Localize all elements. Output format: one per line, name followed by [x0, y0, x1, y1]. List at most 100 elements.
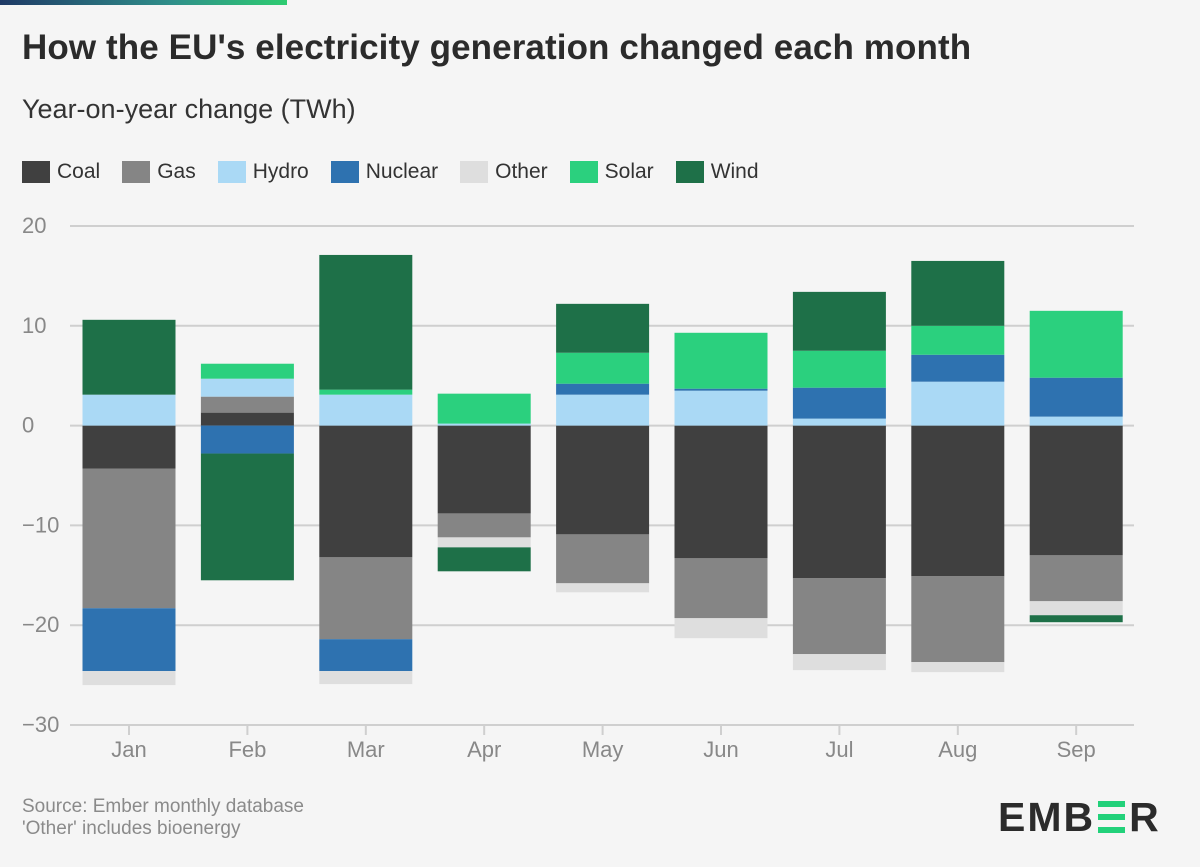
source-note: Source: Ember monthly database 'Other' i… — [22, 796, 304, 840]
bar-apr-solar — [437, 393, 531, 424]
legend-item-solar: Solar — [569, 160, 654, 184]
bar-jun-nuclear — [674, 388, 768, 391]
logo-text-left: EMB — [998, 793, 1096, 840]
x-tick-label: Aug — [938, 737, 977, 762]
legend-item-gas: Gas — [122, 160, 196, 184]
bar-jul-other — [792, 654, 886, 671]
top-accent-bar — [0, 0, 287, 5]
bar-sep-solar — [1029, 310, 1123, 378]
bar-apr-other — [437, 537, 531, 548]
bar-aug-coal — [911, 425, 1005, 577]
bar-jan-nuclear — [82, 608, 176, 672]
ember-logo: EMB R — [998, 794, 1161, 840]
bar-jun-coal — [674, 425, 768, 559]
legend-label-gas: Gas — [157, 160, 196, 183]
bar-mar-gas — [319, 557, 413, 640]
legend-swatch-hydro — [217, 161, 246, 183]
source-line-2: 'Other' includes bioenergy — [22, 818, 241, 839]
bar-aug-other — [911, 662, 1005, 673]
chart-plot: 20 10 0 −10 −20 −30 Jan Feb Mar Apr May Jun Jul Aug Se… — [22, 213, 1134, 762]
bar-jan-gas — [82, 468, 176, 609]
y-tick-label: −30 — [22, 712, 59, 737]
legend-label-coal: Coal — [57, 160, 101, 183]
bar-jan-other — [82, 671, 176, 686]
x-tick-label: Jan — [111, 737, 146, 762]
bar-jul-nuclear — [792, 387, 886, 419]
y-tick-label: −10 — [22, 512, 59, 537]
bar-may-solar — [556, 352, 650, 384]
y-tick-label: −20 — [22, 612, 59, 637]
x-tick-label: Feb — [228, 737, 266, 762]
x-tick-label: Jun — [703, 737, 738, 762]
legend-label-solar: Solar — [604, 160, 654, 183]
bar-mar-nuclear — [319, 639, 413, 672]
bar-jul-coal — [792, 425, 886, 579]
bar-apr-wind — [437, 547, 531, 572]
bar-feb-gas — [200, 396, 294, 413]
bar-sep-wind — [1029, 615, 1123, 623]
bar-jun-other — [674, 618, 768, 639]
bar-apr-gas — [437, 513, 531, 538]
legend-item-nuclear: Nuclear — [330, 160, 439, 184]
bar-may-hydro — [556, 394, 650, 426]
chart-title: How the EU's electricity generation chan… — [22, 28, 972, 67]
bar-jun-solar — [674, 332, 768, 389]
logo-e-mark-icon — [1098, 801, 1126, 833]
bar-jul-gas — [792, 578, 886, 655]
source-line-1: Source: Ember monthly database — [22, 796, 304, 817]
legend-label-wind: Wind — [710, 160, 759, 183]
legend-label-hydro: Hydro — [252, 160, 309, 183]
bar-mar-hydro — [319, 394, 413, 426]
bar-feb-wind — [200, 453, 294, 581]
x-tick-label: Sep — [1057, 737, 1096, 762]
legend-item-wind: Wind — [675, 160, 759, 184]
bar-may-other — [556, 583, 650, 593]
logo-text-right: R — [1129, 793, 1161, 840]
bar-mar-solar — [319, 389, 413, 395]
bar-mar-other — [319, 671, 413, 685]
x-tick-label: May — [582, 737, 624, 762]
bar-sep-coal — [1029, 425, 1123, 556]
bar-jun-gas — [674, 558, 768, 619]
legend-label-other: Other — [495, 160, 548, 183]
legend-swatch-other — [460, 161, 489, 183]
legend-item-coal: Coal — [22, 160, 100, 184]
legend-swatch-wind — [675, 161, 704, 183]
legend-swatch-coal — [22, 161, 50, 183]
bar-mar-coal — [319, 425, 413, 558]
bar-apr-coal — [437, 425, 531, 514]
legend-item-hydro: Hydro — [217, 160, 309, 184]
legend: Coal Gas Hydro Nuclear Other Solar Wind — [22, 160, 759, 184]
x-tick-label: Jul — [825, 737, 853, 762]
legend-item-other: Other — [460, 160, 548, 184]
bar-feb-hydro — [200, 378, 294, 397]
x-tick-label: Apr — [467, 737, 501, 762]
bar-apr-hydro — [437, 423, 531, 426]
bar-may-gas — [556, 534, 650, 584]
bar-may-coal — [556, 425, 650, 535]
bar-jul-solar — [792, 350, 886, 388]
bar-sep-gas — [1029, 555, 1123, 602]
bar-jul-wind — [792, 291, 886, 351]
legend-swatch-solar — [569, 161, 598, 183]
bar-jan-coal — [82, 425, 176, 469]
legend-swatch-gas — [122, 161, 151, 183]
bar-feb-solar — [200, 363, 294, 379]
bar-jul-hydro — [792, 418, 886, 426]
bar-feb-nuclear — [200, 425, 294, 454]
bar-sep-nuclear — [1029, 377, 1123, 417]
bar-aug-wind — [911, 260, 1005, 326]
x-tick-label: Mar — [347, 737, 385, 762]
bar-may-nuclear — [556, 383, 650, 395]
bar-aug-nuclear — [911, 354, 1005, 382]
bar-sep-other — [1029, 601, 1123, 616]
legend-label-nuclear: Nuclear — [365, 160, 439, 183]
bar-sep-hydro — [1029, 416, 1123, 426]
bar-jun-hydro — [674, 390, 768, 426]
y-tick-label: 20 — [22, 213, 46, 238]
bar-jan-wind — [82, 319, 176, 395]
chart-subtitle: Year-on-year change (TWh) — [22, 94, 356, 124]
legend-swatch-nuclear — [330, 161, 359, 183]
bar-may-wind — [556, 303, 650, 353]
bar-jan-hydro — [82, 394, 176, 426]
